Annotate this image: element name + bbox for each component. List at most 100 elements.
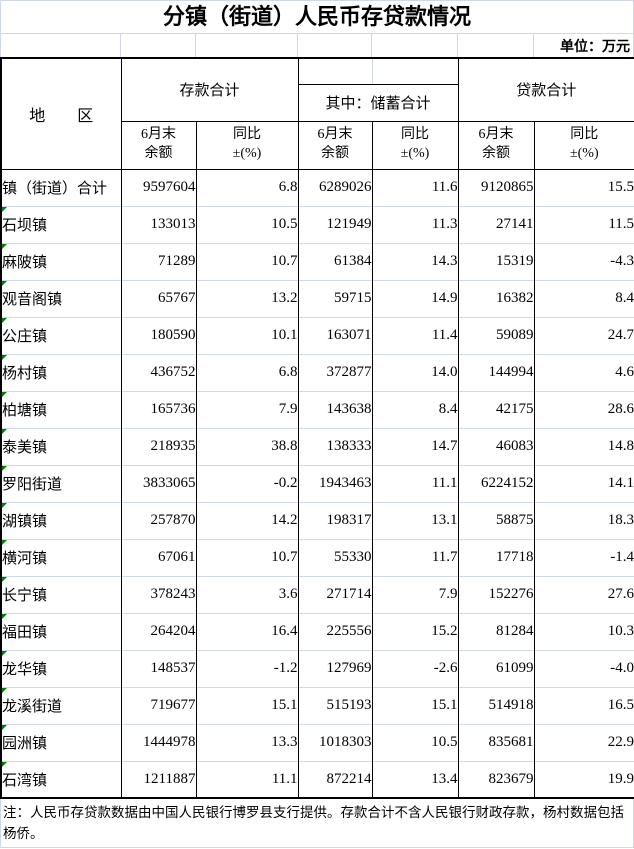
deposit-yoy-cell[interactable]: -1.2	[195, 649, 299, 687]
deposit-balance-cell[interactable]: 133013	[120, 205, 197, 243]
loan-yoy-cell[interactable]: 11.5	[533, 205, 634, 243]
region-cell[interactable]: 福田镇	[0, 612, 122, 650]
loan-yoy-cell[interactable]: 16.5	[533, 686, 634, 724]
deposit-yoy-cell[interactable]: 6.8	[195, 353, 299, 391]
region-cell[interactable]: 观音阁镇	[0, 279, 122, 317]
savings-yoy-cell[interactable]: 15.2	[371, 612, 459, 650]
loan-yoy-cell[interactable]: -1.4	[533, 538, 634, 576]
region-cell[interactable]: 石湾镇	[0, 760, 122, 798]
loan-balance-cell[interactable]: 15319	[457, 242, 535, 280]
savings-yoy-cell[interactable]: 15.1	[371, 686, 459, 724]
deposit-yoy-cell[interactable]: 3.6	[195, 575, 299, 613]
loan-balance-cell[interactable]: 6224152	[457, 464, 535, 502]
savings-balance-cell[interactable]: 6289026	[297, 168, 373, 206]
region-cell[interactable]: 龙华镇	[0, 649, 122, 687]
header-deposits-total[interactable]: 存款合计	[120, 57, 299, 122]
deposit-yoy-cell[interactable]: 38.8	[195, 427, 299, 465]
savings-balance-cell[interactable]: 225556	[297, 612, 373, 650]
region-cell[interactable]: 杨村镇	[0, 353, 122, 391]
loan-balance-cell[interactable]: 17718	[457, 538, 535, 576]
deposit-balance-cell[interactable]: 264204	[120, 612, 197, 650]
loan-yoy-cell[interactable]: 18.3	[533, 501, 634, 539]
savings-yoy-cell[interactable]: 14.9	[371, 279, 459, 317]
deposit-yoy-cell[interactable]: 7.9	[195, 390, 299, 428]
loan-balance-cell[interactable]: 16382	[457, 279, 535, 317]
loan-balance-cell[interactable]: 27141	[457, 205, 535, 243]
deposit-balance-cell[interactable]: 1211887	[120, 760, 197, 798]
deposit-yoy-cell[interactable]: 10.7	[195, 538, 299, 576]
deposit-balance-cell[interactable]: 257870	[120, 501, 197, 539]
deposit-balance-cell[interactable]: 436752	[120, 353, 197, 391]
deposit-balance-cell[interactable]: 378243	[120, 575, 197, 613]
deposit-yoy-cell[interactable]: 11.1	[195, 760, 299, 798]
savings-yoy-cell[interactable]: 13.1	[371, 501, 459, 539]
deposit-yoy-cell[interactable]: 10.5	[195, 205, 299, 243]
region-cell[interactable]: 长宁镇	[0, 575, 122, 613]
deposit-balance-cell[interactable]: 71289	[120, 242, 197, 280]
loan-yoy-cell[interactable]: 4.6	[533, 353, 634, 391]
savings-yoy-cell[interactable]: 14.0	[371, 353, 459, 391]
loan-yoy-cell[interactable]: 10.3	[533, 612, 634, 650]
savings-yoy-cell[interactable]: 11.1	[371, 464, 459, 502]
region-cell[interactable]: 横河镇	[0, 538, 122, 576]
deposit-yoy-cell[interactable]: 13.2	[195, 279, 299, 317]
loan-yoy-cell[interactable]: -4.0	[533, 649, 634, 687]
loan-balance-cell[interactable]: 81284	[457, 612, 535, 650]
region-cell[interactable]: 泰美镇	[0, 427, 122, 465]
loan-balance-cell[interactable]: 144994	[457, 353, 535, 391]
deposit-balance-cell[interactable]: 65767	[120, 279, 197, 317]
deposit-balance-cell[interactable]: 165736	[120, 390, 197, 428]
loan-balance-cell[interactable]: 514918	[457, 686, 535, 724]
deposit-yoy-cell[interactable]: -0.2	[195, 464, 299, 502]
deposit-yoy-cell[interactable]: 15.1	[195, 686, 299, 724]
savings-yoy-cell[interactable]: 11.6	[371, 168, 459, 206]
deposit-yoy-cell[interactable]: 13.3	[195, 723, 299, 761]
savings-balance-cell[interactable]: 138333	[297, 427, 373, 465]
header-region[interactable]: 地 区	[0, 57, 122, 170]
header-savings-balance[interactable]: 6月末 余额	[297, 120, 373, 170]
savings-yoy-cell[interactable]: 13.4	[371, 760, 459, 798]
loan-yoy-cell[interactable]: 22.9	[533, 723, 634, 761]
region-cell[interactable]: 龙溪街道	[0, 686, 122, 724]
savings-balance-cell[interactable]: 515193	[297, 686, 373, 724]
loan-yoy-cell[interactable]: 19.9	[533, 760, 634, 798]
deposit-yoy-cell[interactable]: 14.2	[195, 501, 299, 539]
savings-balance-cell[interactable]: 872214	[297, 760, 373, 798]
region-cell[interactable]: 罗阳街道	[0, 464, 122, 502]
region-cell[interactable]: 石坝镇	[0, 205, 122, 243]
savings-yoy-cell[interactable]: 14.3	[371, 242, 459, 280]
savings-balance-cell[interactable]: 121949	[297, 205, 373, 243]
region-cell[interactable]: 柏塘镇	[0, 390, 122, 428]
loan-balance-cell[interactable]: 46083	[457, 427, 535, 465]
deposit-balance-cell[interactable]: 9597604	[120, 168, 197, 206]
loan-balance-cell[interactable]: 58875	[457, 501, 535, 539]
savings-yoy-cell[interactable]: 14.7	[371, 427, 459, 465]
deposit-yoy-cell[interactable]: 10.7	[195, 242, 299, 280]
region-cell[interactable]: 园洲镇	[0, 723, 122, 761]
deposit-yoy-cell[interactable]: 10.1	[195, 316, 299, 354]
deposit-balance-cell[interactable]: 148537	[120, 649, 197, 687]
loan-balance-cell[interactable]: 42175	[457, 390, 535, 428]
savings-balance-cell[interactable]: 372877	[297, 353, 373, 391]
savings-balance-cell[interactable]: 143638	[297, 390, 373, 428]
loan-yoy-cell[interactable]: 8.4	[533, 279, 634, 317]
loan-balance-cell[interactable]: 823679	[457, 760, 535, 798]
loan-balance-cell[interactable]: 9120865	[457, 168, 535, 206]
header-deposit-balance[interactable]: 6月末 余额	[120, 120, 197, 170]
loan-balance-cell[interactable]: 61099	[457, 649, 535, 687]
deposit-yoy-cell[interactable]: 6.8	[195, 168, 299, 206]
loan-yoy-cell[interactable]: 15.5	[533, 168, 634, 206]
deposit-balance-cell[interactable]: 3833065	[120, 464, 197, 502]
loan-balance-cell[interactable]: 59089	[457, 316, 535, 354]
header-deposit-yoy[interactable]: 同比 ±(%)	[195, 120, 299, 170]
deposit-balance-cell[interactable]: 719677	[120, 686, 197, 724]
header-savings-total[interactable]: 其中：储蓄合计	[297, 83, 459, 122]
savings-yoy-cell[interactable]: 10.5	[371, 723, 459, 761]
header-savings-yoy[interactable]: 同比 ±(%)	[371, 120, 459, 170]
loan-balance-cell[interactable]: 152276	[457, 575, 535, 613]
header-loan-yoy[interactable]: 同比 ±(%)	[533, 120, 634, 170]
savings-yoy-cell[interactable]: 11.3	[371, 205, 459, 243]
region-cell[interactable]: 麻陂镇	[0, 242, 122, 280]
region-cell[interactable]: 湖镇镇	[0, 501, 122, 539]
savings-balance-cell[interactable]: 61384	[297, 242, 373, 280]
